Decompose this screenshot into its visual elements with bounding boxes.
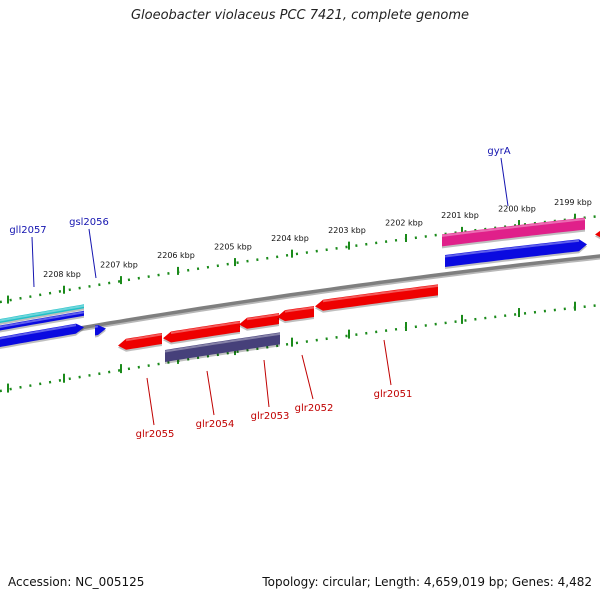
gene-gyrA-upper-body	[442, 217, 585, 247]
gene-gll2057-blue-top-body	[0, 310, 84, 331]
gene-label-leader	[383, 339, 392, 386]
gene-glr2054-highlight	[170, 321, 241, 334]
accession-label: Accession: NC_005125	[8, 575, 145, 589]
gene-glr2053-highlight	[246, 313, 280, 321]
gene-gll2057-highlight	[0, 324, 77, 340]
gene-glr2055-highlight	[125, 333, 163, 342]
gene-gyrA-upper-highlight	[441, 218, 586, 237]
gene-gsl2056-highlight	[94, 325, 99, 328]
gene-label: glr2054	[196, 419, 235, 430]
scale-label: 2201 kbp	[441, 211, 479, 220]
scale-label: 2202 kbp	[385, 218, 423, 227]
gene-label-leader	[263, 359, 270, 408]
scale-label: 2200 kbp	[498, 204, 536, 213]
gene-label-leader	[88, 228, 97, 279]
scale-label: 2207 kbp	[100, 260, 138, 269]
page-title: Gloeobacter violaceus PCC 7421, complete…	[130, 8, 470, 23]
gene-label: glr2051	[374, 389, 413, 400]
gene-glr2051-body	[315, 284, 438, 311]
gene-gsl2056-body	[95, 324, 106, 336]
gene-label-leader	[146, 377, 155, 426]
map-tracks	[0, 213, 600, 393]
scale-label: 2206 kbp	[157, 251, 195, 260]
gene-glr2054-slate-highlight	[164, 332, 281, 353]
genome-backbone-shadow	[0, 255, 600, 346]
gene-glr2052	[277, 306, 315, 324]
genome-backbone	[0, 254, 600, 344]
gene-glr2053	[239, 313, 280, 331]
gene-gll2057	[0, 323, 84, 350]
gene-glr2055	[118, 332, 163, 352]
gene-gyrA-highlight	[444, 239, 580, 258]
gene-gyrA-upper	[441, 217, 586, 249]
map-labels: 2208 kbp 2207 kbp 2206 kbp 2205 kbp 2204 kbp…	[9, 146, 592, 440]
gene-label-leader	[500, 157, 509, 207]
gene-glr2054-body	[163, 320, 240, 343]
gene-glr2055-body	[118, 332, 162, 350]
gene-glr2054-slate-body	[165, 332, 280, 362]
gene-label-leader	[206, 370, 215, 416]
gene-label: glr2055	[136, 429, 175, 440]
gene-gll2057-blue-top-highlight	[0, 311, 85, 329]
gene-glr2051	[315, 284, 439, 313]
gene-label: glr2052	[295, 403, 334, 414]
gene-label-leader	[31, 236, 35, 288]
gene-label: gll2057	[9, 225, 46, 236]
gene-gll2057-cyan	[0, 304, 85, 326]
scale-label: 2199 kbp	[554, 198, 592, 207]
gene-gll2057-cyan-highlight	[0, 304, 85, 322]
gene-glr2051-highlight	[322, 284, 439, 303]
gene-edge-right-body	[595, 230, 600, 238]
gene-glr2054	[163, 320, 241, 345]
gene-gyrA-body	[445, 239, 587, 268]
gene-gll2057-body	[0, 323, 84, 348]
gene-glr2054-slate	[164, 332, 281, 364]
gene-glr2052-body	[277, 306, 314, 322]
gene-edge-right	[595, 230, 600, 240]
gene-gll2057-cyan-body	[0, 304, 84, 324]
gene-gyrA	[444, 239, 587, 270]
genome-summary: Topology: circular; Length: 4,659,019 bp…	[262, 575, 592, 589]
scale-label: 2205 kbp	[214, 242, 252, 251]
scale-label: 2204 kbp	[271, 234, 309, 243]
gene-gsl2056	[94, 324, 106, 338]
gene-glr2052-highlight	[284, 306, 315, 313]
gene-label: glr2053	[251, 411, 290, 422]
gene-label: gyrA	[487, 146, 510, 157]
scale-label: 2208 kbp	[43, 270, 81, 279]
scale-label: 2203 kbp	[328, 226, 366, 235]
gene-glr2053-body	[239, 313, 279, 329]
gene-label: gsl2056	[69, 217, 109, 228]
gene-gll2057-blue-top	[0, 310, 85, 333]
gene-label-leader	[301, 354, 314, 400]
